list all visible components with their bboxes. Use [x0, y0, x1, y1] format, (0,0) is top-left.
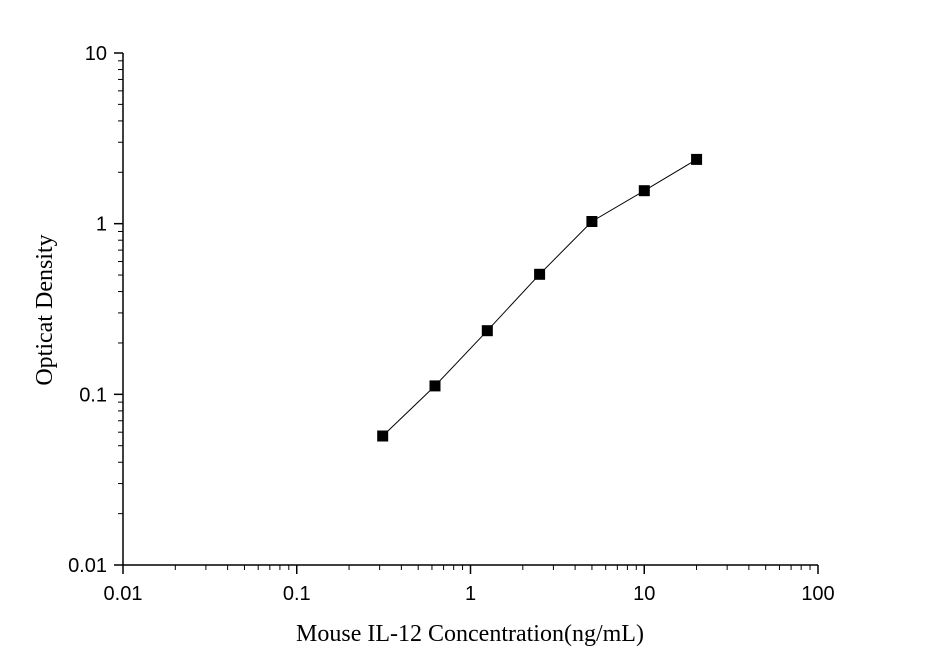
data-point — [429, 380, 441, 392]
x-axis-major-ticks — [122, 565, 819, 574]
y-tick-label: 10 — [85, 43, 107, 65]
x-axis-title: Mouse IL-12 Concentration(ng/mL) — [296, 621, 644, 647]
y-tick-label: 1 — [96, 214, 107, 236]
y-tick-label: 0.1 — [79, 384, 107, 406]
series-points — [377, 153, 703, 442]
x-tick-label: 0.01 — [104, 583, 143, 605]
x-axis-minor-ticks — [174, 565, 811, 570]
x-tick-label: 1 — [465, 583, 476, 605]
x-tick-label: 10 — [633, 583, 655, 605]
y-axis-tick-labels: 0.01 0.1 1 10 — [68, 43, 107, 577]
x-axis-tick-labels: 0.01 0.1 1 10 100 — [104, 583, 835, 605]
data-point — [481, 325, 493, 337]
y-axis-major-ticks — [114, 52, 123, 566]
series-line — [382, 158, 697, 437]
data-point — [638, 185, 650, 197]
x-tick-label: 100 — [801, 583, 834, 605]
data-point — [377, 430, 389, 442]
y-axis-title: Opticat Density — [32, 234, 58, 385]
data-point — [534, 268, 546, 280]
series-lines — [382, 158, 697, 437]
data-point — [691, 153, 703, 165]
y-tick-label: 0.01 — [68, 555, 107, 577]
y-axis-minor-ticks — [118, 60, 123, 515]
x-tick-label: 0.1 — [283, 583, 311, 605]
data-point — [586, 216, 598, 227]
